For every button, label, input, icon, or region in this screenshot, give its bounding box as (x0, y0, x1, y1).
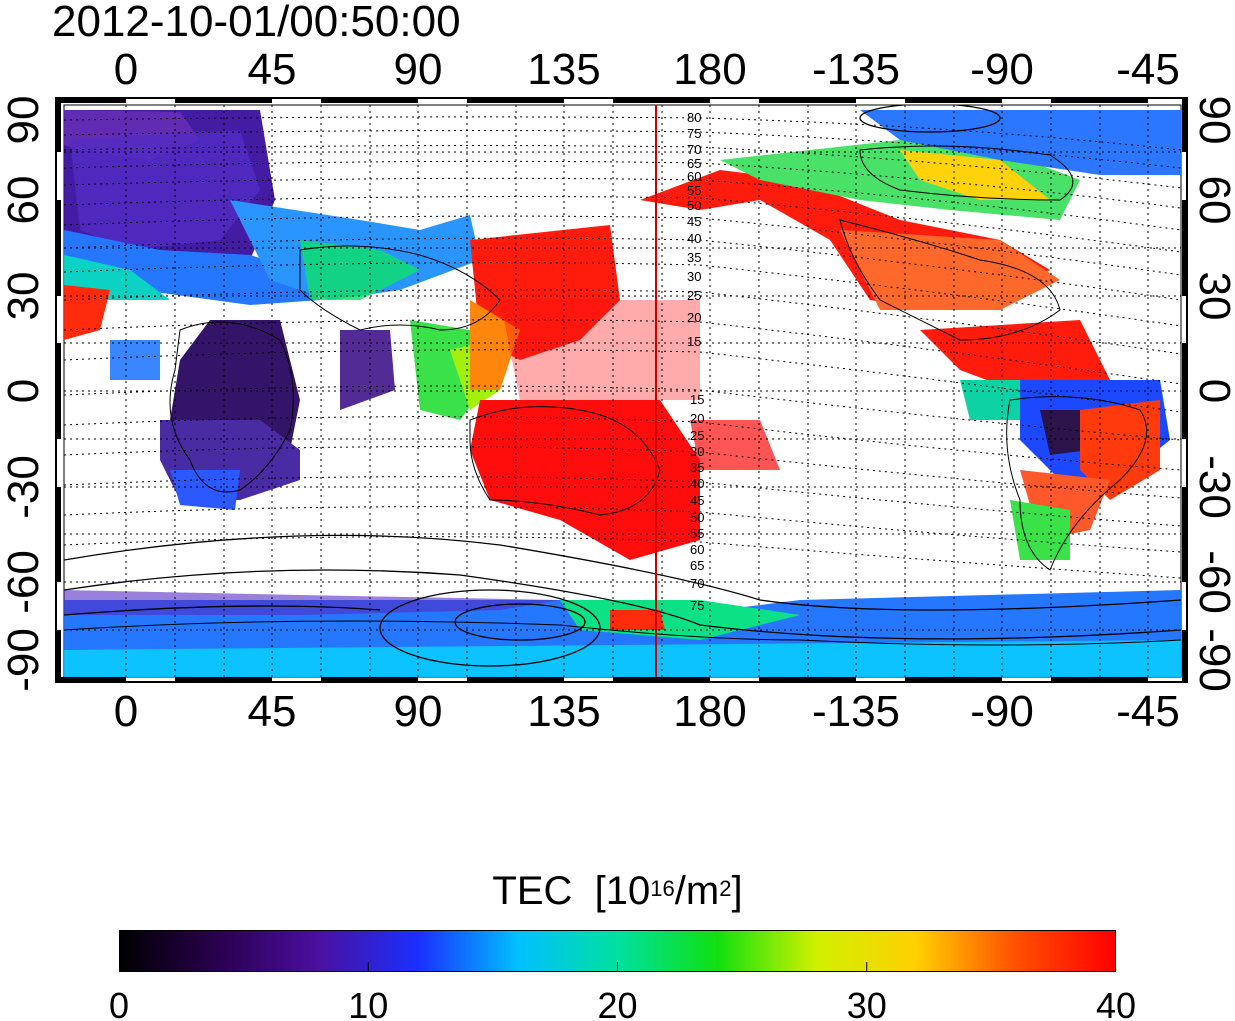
lon-tick-top: -90 (970, 45, 1034, 94)
lon-tick-top: 0 (114, 45, 138, 94)
lon-tick-top: 135 (527, 45, 600, 94)
lon-tick-top: -135 (812, 45, 900, 94)
colorbar-tick-label: 40 (1096, 985, 1136, 1021)
contour-label: 35 (690, 460, 704, 475)
contour-label: 25 (690, 428, 704, 443)
contour-label: 60 (690, 542, 704, 557)
lon-tick-bottom: 0 (114, 687, 138, 736)
lat-tick-right: 0 (1190, 379, 1235, 403)
contour-label: 45 (690, 493, 704, 508)
lat-tick-right: 30 (1190, 272, 1235, 321)
contour-label: 70 (687, 142, 701, 157)
lat-tick-left: -30 (0, 455, 48, 519)
lat-ticks-left: 90 60 30 0 -30 -60 -90 (0, 96, 48, 692)
lon-ticks-bottom: 0 45 90 135 180 -135 -90 -45 (114, 687, 1180, 736)
lat-tick-left: 90 (0, 96, 48, 145)
colorbar-tick-label: 30 (847, 985, 887, 1021)
tec-colorbar (119, 930, 1116, 972)
lon-tick-top: 180 (673, 45, 746, 94)
contour-label: 35 (687, 250, 701, 265)
lat-ticks-right: 90 60 30 0 -30 -60 -90 (1190, 96, 1235, 692)
colorbar-tick-label: 20 (597, 985, 637, 1021)
contour-label: 15 (690, 392, 704, 407)
lon-ticks-top: 0 45 90 135 180 -135 -90 -45 (114, 45, 1180, 94)
lon-tick-top: -45 (1116, 45, 1180, 94)
contour-label: 45 (687, 214, 701, 229)
lat-tick-left: -90 (0, 628, 48, 692)
contour-label: 60 (687, 169, 701, 184)
contour-label: 30 (687, 269, 701, 284)
lon-tick-bottom: 45 (248, 687, 297, 736)
contour-label: 25 (687, 288, 701, 303)
lat-tick-left: -60 (0, 550, 48, 614)
contour-label: 65 (690, 558, 704, 573)
lon-tick-bottom: -135 (812, 687, 900, 736)
contour-label: 40 (690, 476, 704, 491)
contour-label: 50 (690, 510, 704, 525)
contour-label: 50 (687, 198, 701, 213)
lat-tick-right: -90 (1190, 628, 1235, 692)
lat-tick-right: -60 (1190, 550, 1235, 614)
lon-tick-bottom: -90 (970, 687, 1034, 736)
contour-label: 40 (687, 231, 701, 246)
contour-label: 30 (690, 444, 704, 459)
lat-tick-left: 0 (0, 379, 48, 403)
lon-tick-bottom: 90 (394, 687, 443, 736)
colorbar-tick-label: 10 (348, 985, 388, 1021)
lon-tick-bottom: 135 (527, 687, 600, 736)
lon-tick-top: 90 (394, 45, 443, 94)
contour-label: 75 (687, 126, 701, 141)
contour-label: 75 (690, 598, 704, 613)
contour-label: 20 (687, 310, 701, 325)
contour-label: 20 (690, 411, 704, 426)
lat-tick-right: -30 (1190, 455, 1235, 519)
contour-label: 80 (687, 110, 701, 125)
contour-label: 15 (687, 334, 701, 349)
graticule (64, 105, 1181, 677)
lon-tick-top: 45 (248, 45, 297, 94)
lat-tick-right: 60 (1190, 176, 1235, 225)
contour-label: 55 (687, 183, 701, 198)
lon-tick-bottom: 180 (673, 687, 746, 736)
axis-tick-bars (56, 98, 1187, 682)
colorbar-title: TEC [1016/m2] (492, 869, 743, 913)
aurora-contours (64, 105, 1181, 667)
contour-label: 70 (690, 576, 704, 591)
contour-label: 55 (690, 526, 704, 541)
map-title: 2012-10-01/00:50:00 (52, 0, 461, 46)
contour-label: 65 (687, 156, 701, 171)
lat-tick-left: 30 (0, 272, 48, 321)
lat-tick-right: 90 (1190, 96, 1235, 145)
tec-blobs (64, 110, 1181, 677)
coastlines (64, 145, 1181, 646)
lon-tick-bottom: -45 (1116, 687, 1180, 736)
lat-tick-left: 60 (0, 176, 48, 225)
colorbar-tick-label: 0 (109, 985, 129, 1021)
